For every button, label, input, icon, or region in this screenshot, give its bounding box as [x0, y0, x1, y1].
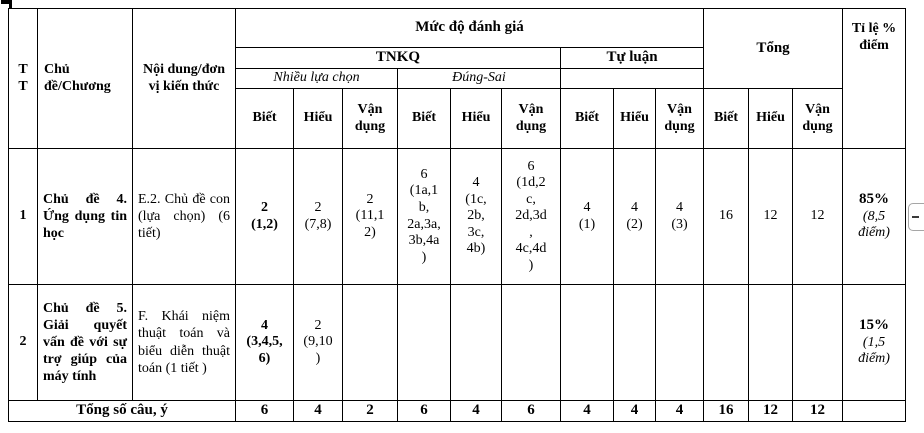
cell-essay-apply: 4 (3) [654, 148, 705, 285]
cell-essay-apply [654, 284, 705, 401]
cell-tf-understand [450, 284, 502, 401]
topic-cell: Chủ đề 5. Giải quyết vấn đề với sự trợ g… [37, 284, 133, 401]
footer-value: 4 [613, 400, 656, 422]
header-cell-apply-mc: Vận dụng [342, 88, 398, 149]
footer-value: 6 [397, 400, 451, 422]
percent-note: (8,5 điểm) [858, 208, 890, 241]
header-cell-assessment: Mức độ đánh giá [234, 8, 705, 48]
cell-total-apply [792, 284, 844, 401]
row-index: 1 [8, 148, 38, 285]
cell-mc-apply: 2 (11,1 2) [342, 148, 398, 285]
content-cell: E.2. Chủ đề con (lựa chọn) (6 tiết) [132, 148, 236, 285]
cell-percent: 85% (8,5 điểm) [842, 148, 907, 285]
header-cell-know-mc: Biết [235, 88, 294, 149]
table-row: 2 Chủ đề 5. Giải quyết vấn đề với sự trợ… [8, 284, 907, 401]
header-cell-apply-tf: Vận dụng [501, 88, 561, 149]
footer-row: Tổng số câu, ý 6 4 2 6 4 6 4 4 4 16 12 1… [8, 400, 907, 422]
cell-total-know [703, 284, 750, 401]
header-cell-apply-essay: Vận dụng [654, 88, 705, 149]
header-group-tnkq: TNKQ [235, 47, 561, 69]
footer-value: 2 [342, 400, 398, 422]
cell-essay-understand [613, 284, 656, 401]
footer-value: 4 [450, 400, 502, 422]
percent-note: (1,5 điểm) [858, 334, 890, 367]
cell-mc-understand: 2 (7,8) [293, 148, 343, 285]
header-cell-content: Nội dung/đơn vị kiến thức [132, 8, 236, 149]
collapse-button[interactable] [908, 203, 924, 231]
content-cell: F. Khái niệm thuật toán và biểu diễn thu… [132, 284, 236, 401]
cell-percent: 15% (1,5 điểm) [842, 284, 907, 401]
cell-mc-know: 4 (3,4,5, 6) [235, 284, 294, 401]
row-index: 2 [8, 284, 38, 401]
header-group-essay: Tự luận [559, 47, 705, 69]
cell-essay-understand: 4 (2) [613, 148, 656, 285]
header-group-true-false: Đúng-Sai [397, 68, 561, 89]
cell-tf-apply: 6 (1d,2 c, 2d,3d , 4c,4d ) [501, 148, 561, 285]
percent-value: 85% [859, 191, 890, 208]
cell-total-understand: 12 [748, 148, 794, 285]
cell-total-understand [748, 284, 794, 401]
header-cell-understand-tf: Hiểu [450, 88, 502, 149]
header-group-multiple-choice: Nhiều lựa chọn [235, 68, 398, 89]
minus-icon [912, 216, 919, 218]
header-spacer-essay [559, 68, 705, 89]
footer-value: 4 [560, 400, 614, 422]
cell-mc-apply [342, 284, 398, 401]
footer-value: 6 [235, 400, 294, 422]
header-cell-apply-total: Vận dụng [792, 88, 844, 149]
footer-value: 16 [703, 400, 750, 422]
cell-total-know: 16 [703, 148, 750, 285]
cell-mc-understand: 2 (9,10 ) [293, 284, 343, 401]
header-cell-know-tf: Biết [397, 88, 451, 149]
footer-value: 12 [748, 400, 794, 422]
cell-total-apply: 12 [792, 148, 844, 285]
footer-value: 12 [792, 400, 844, 422]
cell-essay-know: 4 (1) [560, 148, 614, 285]
cell-tf-understand: 4 (1c, 2b, 3c, 4b) [450, 148, 502, 285]
cell-essay-know [560, 284, 614, 401]
header-cell-understand-total: Hiểu [748, 88, 794, 149]
cell-tf-apply [501, 284, 561, 401]
header-cell-understand-essay: Hiểu [613, 88, 656, 149]
footer-value: 4 [293, 400, 343, 422]
handle-bar [1, 0, 12, 4]
footer-value: 6 [501, 400, 561, 422]
header-cell-know-total: Biết [703, 88, 750, 149]
table-row: 1 Chủ đề 4. Ứng dụng tin học E.2. Chủ đề… [8, 148, 907, 285]
handle-stub [9, 3, 12, 9]
header-cell-topic: Chủ đề/Chương [37, 8, 133, 149]
header-cell-understand-mc: Hiểu [293, 88, 343, 149]
percent-value: 15% [859, 317, 890, 334]
topic-cell: Chủ đề 4. Ứng dụng tin học [37, 148, 133, 285]
cell-tf-know [397, 284, 451, 401]
table-move-handle-fragment [1, 0, 15, 9]
footer-percent-empty [842, 400, 907, 422]
header-cell-tt: TT [8, 8, 38, 149]
header-cell-know-essay: Biết [560, 88, 614, 149]
header-cell-percent: Tỉ lệ % điểm [842, 8, 907, 149]
cell-mc-know: 2 (1,2) [235, 148, 294, 285]
footer-value: 4 [654, 400, 705, 422]
footer-label: Tổng số câu, ý [8, 400, 236, 422]
exam-matrix-table: TT Chủ đề/Chương Nội dung/đơn vị kiến th… [8, 8, 907, 422]
header-cell-total: Tổng [703, 8, 844, 89]
cell-tf-know: 6 (1a,1 b, 2a,3a, 3b,4a ) [397, 148, 451, 285]
